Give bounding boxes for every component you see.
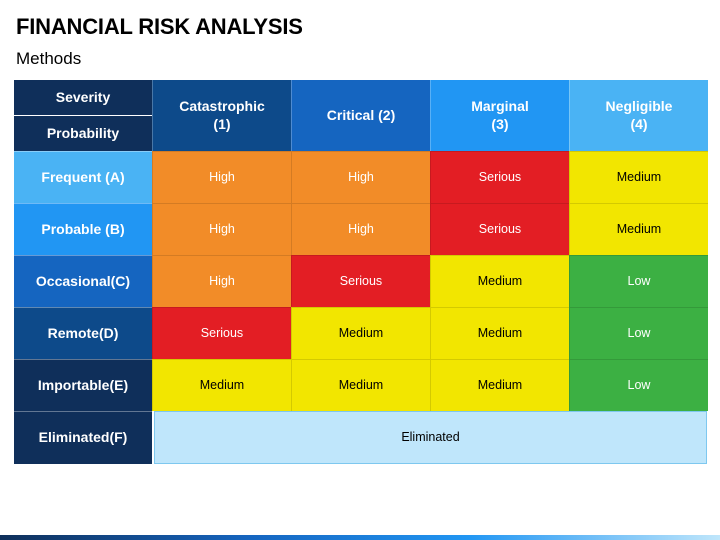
page-subtitle: Methods [16, 49, 82, 68]
risk-matrix: Severity Probability Eliminated(F) Elimi… [14, 80, 708, 464]
eliminated-cell: Eliminated [154, 411, 707, 464]
risk-cell-b4: Medium [569, 203, 708, 255]
column-header-2: Critical (2) [291, 80, 430, 151]
risk-cell-e3: Medium [430, 359, 569, 411]
row-header-a: Frequent (A) [14, 151, 152, 203]
column-header-1: Catastrophic (1) [152, 80, 291, 151]
risk-cell-b2: High [291, 203, 430, 255]
row-header-b: Probable (B) [14, 203, 152, 255]
risk-cell-c4: Low [569, 255, 708, 307]
risk-cell-a1: High [152, 151, 291, 203]
row-header-c: Occasional(C) [14, 255, 152, 307]
risk-cell-d3: Medium [430, 307, 569, 359]
risk-cell-d2: Medium [291, 307, 430, 359]
risk-cell-a3: Serious [430, 151, 569, 203]
risk-cell-d4: Low [569, 307, 708, 359]
column-header-4: Negligible (4) [569, 80, 708, 151]
column-header-3: Marginal (3) [430, 80, 569, 151]
row-header-d: Remote(D) [14, 307, 152, 359]
bottom-accent-strip [0, 535, 720, 540]
risk-cell-a4: Medium [569, 151, 708, 203]
probability-header: Probability [14, 116, 152, 151]
risk-cell-d1: Serious [152, 307, 291, 359]
risk-cell-b3: Serious [430, 203, 569, 255]
risk-cell-c3: Medium [430, 255, 569, 307]
risk-cell-c1: High [152, 255, 291, 307]
risk-cell-a2: High [291, 151, 430, 203]
severity-header: Severity [14, 80, 152, 116]
risk-cell-b1: High [152, 203, 291, 255]
risk-cell-c2: Serious [291, 255, 430, 307]
risk-cell-e2: Medium [291, 359, 430, 411]
row-header-e: Importable(E) [14, 359, 152, 411]
row-header-eliminated: Eliminated(F) [14, 411, 152, 464]
risk-cell-e4: Low [569, 359, 708, 411]
page-title: FINANCIAL RISK ANALYSIS [16, 14, 303, 39]
risk-cell-e1: Medium [152, 359, 291, 411]
